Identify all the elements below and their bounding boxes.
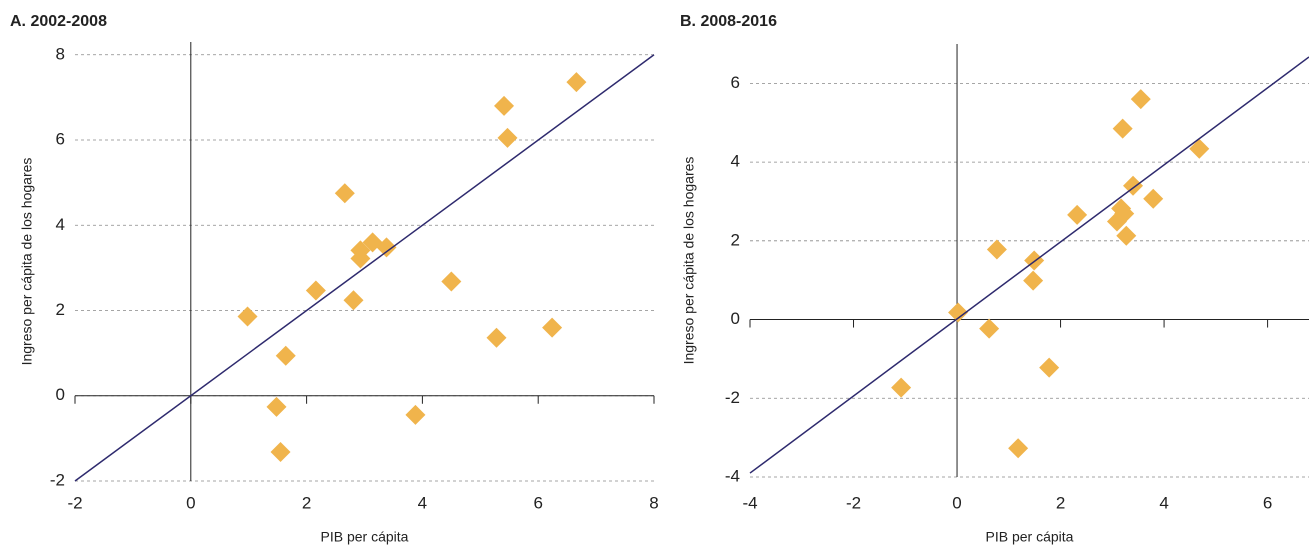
- point: [441, 271, 462, 292]
- point: [948, 302, 969, 323]
- point: [305, 280, 326, 301]
- y-tick-label: 6: [56, 130, 65, 149]
- point: [1023, 270, 1044, 291]
- point: [1039, 357, 1060, 378]
- point: [237, 306, 258, 327]
- point: [891, 377, 912, 398]
- point: [542, 317, 563, 338]
- point: [1189, 138, 1210, 159]
- point: [1130, 89, 1151, 110]
- x-tick-label: -2: [67, 493, 82, 512]
- point: [334, 183, 355, 204]
- x-tick-label: 0: [186, 493, 195, 512]
- point: [350, 248, 371, 269]
- point: [1067, 204, 1088, 225]
- y-tick-label: 8: [56, 44, 65, 63]
- y-tick-label: 6: [731, 73, 740, 92]
- point: [1116, 225, 1137, 246]
- point: [1143, 188, 1164, 209]
- x-tick-label: -2: [846, 493, 861, 512]
- chart-title: B. 2008-2016: [680, 13, 777, 30]
- point: [270, 442, 291, 463]
- x-axis-label: PIB per cápita: [986, 529, 1074, 545]
- y-tick-label: 4: [731, 152, 740, 171]
- y-tick-label: 0: [731, 309, 740, 328]
- point: [266, 396, 287, 417]
- y-tick-label: 4: [56, 215, 65, 234]
- point: [497, 127, 518, 148]
- chart-title: A. 2002-2008: [10, 13, 107, 30]
- fit-line: [749, 56, 1309, 474]
- x-tick-label: 0: [952, 493, 961, 512]
- x-tick-label: 2: [302, 493, 311, 512]
- point: [986, 239, 1007, 260]
- point: [566, 72, 587, 93]
- y-tick-label: -2: [50, 470, 65, 489]
- point: [1114, 203, 1135, 224]
- x-tick-label: 6: [1263, 493, 1272, 512]
- y-tick-label: 0: [56, 385, 65, 404]
- y-axis-label: Ingreso per cápita de los hogares: [681, 157, 697, 365]
- point: [979, 318, 1000, 339]
- point: [494, 95, 515, 116]
- y-tick-label: -4: [725, 466, 740, 485]
- y-tick-label: -2: [725, 388, 740, 407]
- x-tick-label: 8: [649, 493, 658, 512]
- fit-line: [74, 54, 655, 482]
- x-tick-label: 6: [533, 493, 542, 512]
- y-tick-label: 2: [56, 300, 65, 319]
- point: [1123, 175, 1144, 196]
- point: [1008, 438, 1029, 459]
- point: [275, 345, 296, 366]
- point: [405, 404, 426, 425]
- x-tick-label: -4: [742, 493, 757, 512]
- point: [343, 290, 364, 311]
- point: [376, 237, 397, 258]
- x-tick-label: 4: [418, 493, 427, 512]
- y-axis-label: Ingreso per cápita de los hogares: [19, 158, 35, 366]
- x-tick-label: 2: [1056, 493, 1065, 512]
- point: [486, 327, 507, 348]
- x-axis-label: PIB per cápita: [321, 529, 409, 545]
- point: [1112, 118, 1133, 139]
- y-tick-label: 2: [731, 230, 740, 249]
- x-tick-label: 4: [1159, 493, 1168, 512]
